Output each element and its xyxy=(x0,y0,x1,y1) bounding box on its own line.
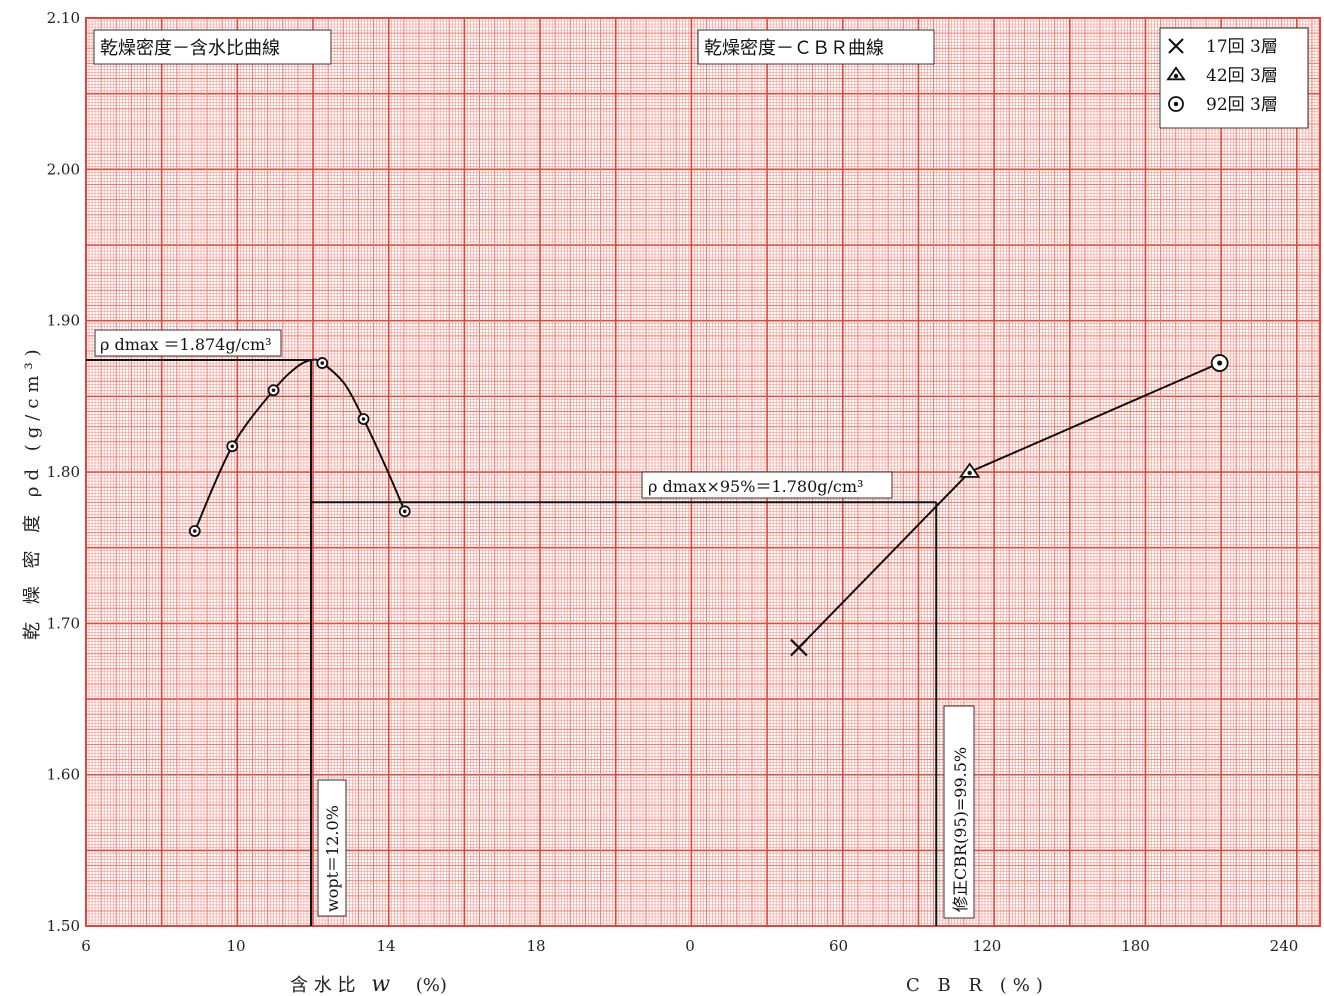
title-box-left: 乾燥密度－含水比曲線 xyxy=(93,29,332,65)
data-markers xyxy=(188,354,1229,657)
wopt-label-box: wopt＝12.0% xyxy=(317,779,347,917)
moisture-data-point xyxy=(398,505,411,518)
moisture-data-point xyxy=(267,384,280,397)
y-tick-label: 1.80 xyxy=(47,463,80,481)
cbr-point-42 xyxy=(958,462,981,478)
cbr-point-17 xyxy=(790,638,808,657)
marker-dot xyxy=(271,388,276,393)
rho-dmax-label-box: ρ dmax ＝1.874g/cm³ xyxy=(94,329,282,357)
legend-label: 42回 3層 xyxy=(1206,66,1278,86)
x-axis-label-moisture: 含 水 比 w (%) xyxy=(290,972,447,996)
y-tick-label: 1.50 xyxy=(47,917,80,935)
moisture-data-point xyxy=(188,525,201,537)
y-tick-label: 2.00 xyxy=(47,160,80,178)
marker-dot xyxy=(402,509,407,514)
moisture-data-point xyxy=(357,413,370,425)
x-axis-label-cbr: C B R (%) xyxy=(906,975,1049,996)
x-tick-label-moisture: 10 xyxy=(226,937,245,955)
marker-dot xyxy=(320,361,325,365)
legend: 17回 3層 42回 3層 92回 3層 xyxy=(1159,27,1309,129)
legend-marker-cross xyxy=(1168,38,1184,54)
wopt-label: wopt＝12.0% xyxy=(323,805,342,912)
y-tick-label: 1.90 xyxy=(47,312,80,330)
chart-title-moisture: 乾燥密度－含水比曲線 xyxy=(100,38,280,59)
y-axis-label: 乾 燥 密 度 ρd (g/cm³) xyxy=(22,343,43,640)
x-tick-label-cbr: 0 xyxy=(685,937,695,955)
title-box-right: 乾燥密度－ＣＢＲ曲線 xyxy=(697,29,935,65)
cbr95-label-box: 修正CBR(95)=99.5% xyxy=(943,705,975,919)
x-tick-label-cbr: 120 xyxy=(973,937,1002,955)
legend-label: 92回 3層 xyxy=(1206,95,1278,115)
cbr95-label: 修正CBR(95)=99.5% xyxy=(951,747,970,912)
cbr-point-92 xyxy=(1210,354,1229,372)
tick-labels: 1.501.601.701.801.902.002.106 10 14 18 0 60 12… xyxy=(47,9,1299,955)
y-tick-label: 2.10 xyxy=(47,9,80,27)
legend-marker-triangle xyxy=(1166,66,1186,81)
marker-triangle xyxy=(1166,66,1186,81)
moisture-data-point xyxy=(316,357,329,369)
plot-frame xyxy=(85,17,1321,927)
legend-label: 17回 3層 xyxy=(1206,37,1278,57)
y-tick-label: 1.60 xyxy=(47,766,80,784)
marker-dot xyxy=(230,444,235,449)
marker-dot xyxy=(192,529,197,533)
marker-dot xyxy=(1173,101,1179,107)
marker-dot xyxy=(1173,73,1179,79)
x-tick-label-cbr: 180 xyxy=(1121,937,1150,955)
rho95-label-box: ρ dmax×95%＝1.780g/cm³ xyxy=(641,471,893,499)
x-tick-label-moisture: 18 xyxy=(526,937,545,955)
x-tick-label-moisture: 6 xyxy=(81,937,91,955)
y-tick-label: 1.70 xyxy=(47,614,80,632)
reference-lines xyxy=(86,359,938,926)
rho95-label: ρ dmax×95%＝1.780g/cm³ xyxy=(648,477,863,496)
marker-dot xyxy=(361,417,366,421)
x-tick-label-moisture: 14 xyxy=(376,937,395,955)
chart-title-cbr: 乾燥密度－ＣＢＲ曲線 xyxy=(704,38,884,59)
legend-marker-circle xyxy=(1168,96,1184,112)
rho-dmax-label: ρ dmax ＝1.874g/cm³ xyxy=(100,335,272,354)
x-tick-label-cbr: 60 xyxy=(829,937,848,955)
marker-triangle xyxy=(958,462,981,478)
marker-dot xyxy=(967,470,972,476)
marker-cross-b xyxy=(790,638,808,657)
marker-cross-b xyxy=(1168,38,1184,54)
moisture-data-point xyxy=(226,440,239,453)
graph-paper-grid xyxy=(85,17,1321,927)
marker-dot xyxy=(1217,360,1223,366)
x-tick-label-cbr: 240 xyxy=(1270,937,1299,955)
compaction-curve xyxy=(193,358,406,532)
